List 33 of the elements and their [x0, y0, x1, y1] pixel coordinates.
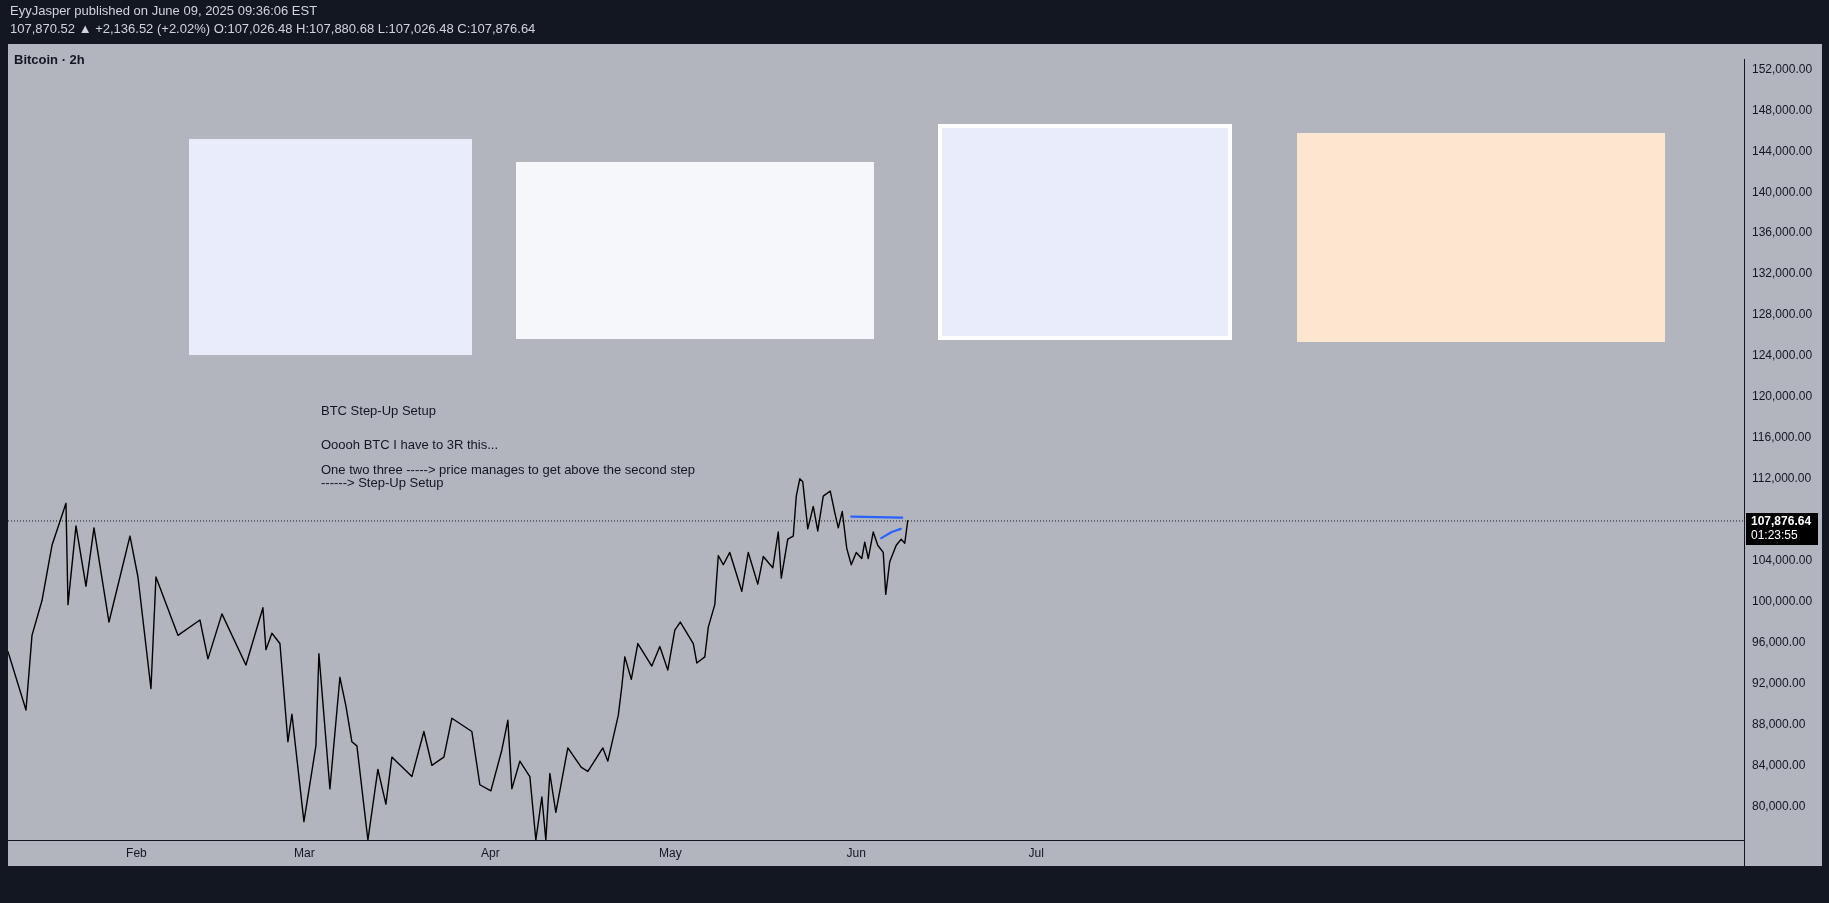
- y-tick-label: 104,000.00: [1752, 552, 1813, 567]
- x-tick-label: Jun: [846, 845, 866, 860]
- x-tick-label: Feb: [126, 845, 148, 860]
- y-tick-label: 124,000.00: [1752, 348, 1813, 363]
- y-tick-label: 144,000.00: [1752, 143, 1813, 158]
- ref-line-label: 107,876.64: [1751, 514, 1812, 529]
- chart-title: Bitcoin · 2h: [14, 52, 85, 68]
- x-tick-label: Apr: [481, 845, 500, 860]
- chart-subtitle: 107,870.52 ▲ +2,136.52 (+2.02%) O:107,026.48 H:107,880.68 L:107,026.48 C:107,876.64: [10, 21, 536, 37]
- x-tick-label: Jul: [1028, 845, 1044, 860]
- y-tick-label: 96,000.00: [1752, 634, 1806, 649]
- y-tick-label: 136,000.00: [1752, 225, 1813, 240]
- y-tick-label: 132,000.00: [1752, 266, 1813, 281]
- annotation: One two three -----> price manages to get above the second step: [321, 462, 695, 477]
- y-tick-label: 148,000.00: [1752, 102, 1813, 117]
- y-tick-label: 120,000.00: [1752, 389, 1813, 404]
- text: EyyJasper published on June 09, 2025 09:36:06 EST: [10, 3, 318, 19]
- annotation: BTC Step-Up Setup: [321, 403, 436, 418]
- text: 01:23:55: [1751, 528, 1799, 543]
- y-tick-label: 84,000.00: [1752, 757, 1806, 772]
- annotation: ------> Step-Up Setup: [321, 475, 444, 490]
- annotation: Ooooh BTC I have to 3R this...: [321, 437, 499, 452]
- y-tick-label: 152,000.00: [1752, 61, 1813, 76]
- y-tick-label: 100,000.00: [1752, 593, 1813, 608]
- x-tick-label: Mar: [294, 845, 315, 860]
- y-tick-label: 88,000.00: [1752, 716, 1806, 731]
- y-tick-label: 116,000.00: [1752, 430, 1812, 445]
- y-tick-label: 92,000.00: [1752, 675, 1806, 690]
- y-tick-label: 140,000.00: [1752, 184, 1813, 199]
- y-tick-label: 80,000.00: [1752, 798, 1806, 813]
- y-tick-label: 112,000.00: [1752, 471, 1812, 486]
- x-tick-label: May: [658, 845, 682, 860]
- y-tick-label: 128,000.00: [1752, 307, 1813, 322]
